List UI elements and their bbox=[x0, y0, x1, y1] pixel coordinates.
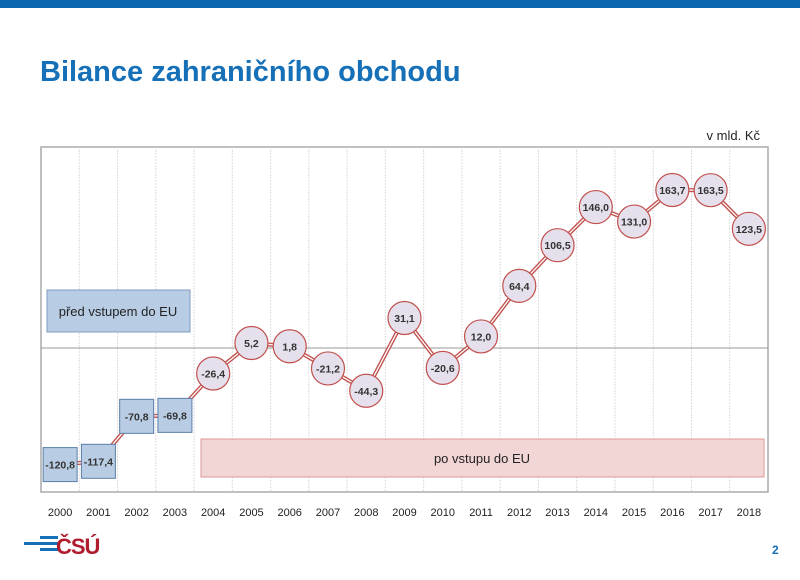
data-label-2017: 163,5 bbox=[697, 185, 723, 197]
data-point-2004 bbox=[196, 356, 231, 391]
csu-logo-icon bbox=[24, 533, 58, 560]
data-point-2011 bbox=[463, 319, 499, 354]
x-tick-label: 2012 bbox=[507, 507, 531, 519]
data-label-2016: 163,7 bbox=[659, 185, 685, 197]
x-tick-label: 2001 bbox=[86, 507, 110, 519]
data-label-2000: -120,8 bbox=[45, 460, 75, 472]
data-point-2001 bbox=[80, 443, 116, 479]
x-tick-label: 2011 bbox=[469, 507, 493, 519]
x-tick-label: 2015 bbox=[622, 507, 646, 519]
data-point-2008 bbox=[349, 373, 384, 408]
data-label-2003: -69,8 bbox=[163, 410, 187, 422]
pre-eu-label: před vstupem do EU bbox=[59, 304, 178, 319]
x-tick-label: 2013 bbox=[545, 507, 569, 519]
x-tick-label: 2016 bbox=[660, 507, 684, 519]
data-point-2002 bbox=[119, 398, 155, 434]
x-tick-label: 2008 bbox=[354, 507, 378, 519]
data-label-2001: -117,4 bbox=[84, 456, 113, 468]
post-eu-box bbox=[200, 438, 765, 478]
x-tick-label: 2017 bbox=[698, 507, 722, 519]
x-tick-label: 2010 bbox=[431, 507, 455, 519]
data-point-2009 bbox=[387, 300, 422, 336]
data-point-2003 bbox=[157, 397, 193, 433]
x-tick-label: 2006 bbox=[277, 507, 301, 519]
x-tick-label: 2000 bbox=[48, 507, 72, 519]
data-point-2007 bbox=[310, 351, 346, 386]
data-point-2015 bbox=[616, 204, 652, 239]
data-label-2008: -44,3 bbox=[354, 386, 378, 398]
x-tick-label: 2005 bbox=[239, 507, 263, 519]
data-label-2011: 12,0 bbox=[471, 331, 492, 343]
data-label-2015: 131,0 bbox=[621, 217, 647, 229]
data-point-2014 bbox=[578, 189, 613, 225]
page-title: Bilance zahraničního obchodu bbox=[40, 56, 461, 88]
csu-logo-text: ČSÚ bbox=[56, 534, 100, 559]
data-point-2017 bbox=[693, 173, 728, 208]
x-tick-label: 2007 bbox=[316, 507, 340, 519]
top-bar bbox=[0, 0, 800, 8]
data-point-2010 bbox=[425, 350, 460, 385]
data-point-2006 bbox=[272, 329, 307, 364]
pre-eu-box bbox=[46, 289, 191, 333]
x-tick-label: 2009 bbox=[392, 507, 416, 519]
data-label-2009: 31,1 bbox=[394, 313, 415, 325]
data-point-2000 bbox=[42, 447, 78, 483]
data-label-2005: 5,2 bbox=[244, 338, 259, 350]
data-label-2018: 123,5 bbox=[736, 224, 762, 236]
data-label-2010: -20,6 bbox=[431, 363, 455, 375]
data-label-2002: -70,8 bbox=[125, 411, 149, 423]
x-tick-label: 2004 bbox=[201, 507, 225, 519]
data-label-2014: 146,0 bbox=[583, 202, 609, 214]
data-label-2006: 1,8 bbox=[282, 341, 297, 353]
data-point-2005 bbox=[234, 325, 269, 361]
x-tick-label: 2018 bbox=[737, 507, 761, 519]
unit-label: v mld. Kč bbox=[706, 128, 760, 143]
post-eu-label: po vstupu do EU bbox=[434, 451, 530, 466]
page-number: 2 bbox=[772, 543, 779, 557]
x-tick-label: 2002 bbox=[124, 507, 148, 519]
data-label-2004: -26,4 bbox=[201, 368, 225, 380]
x-tick-label: 2014 bbox=[584, 507, 608, 519]
data-point-2016 bbox=[655, 172, 690, 208]
data-label-2013: 106,5 bbox=[544, 240, 570, 252]
x-tick-label: 2003 bbox=[163, 507, 187, 519]
data-point-2012 bbox=[502, 268, 537, 303]
data-label-2012: 64,4 bbox=[509, 281, 530, 293]
data-label-2007: -21,2 bbox=[316, 363, 340, 375]
data-point-2013 bbox=[540, 228, 575, 263]
data-point-2018 bbox=[731, 211, 766, 246]
